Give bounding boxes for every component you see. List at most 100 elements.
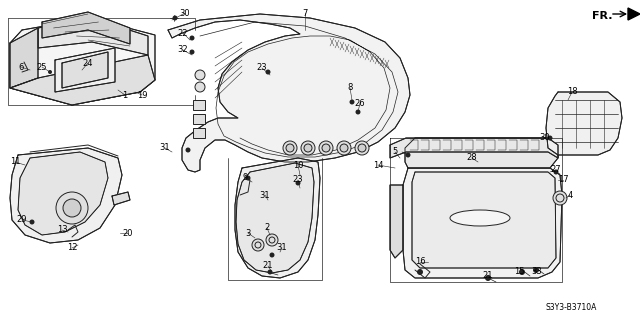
Circle shape bbox=[340, 144, 348, 152]
Text: 11: 11 bbox=[10, 158, 20, 167]
Circle shape bbox=[553, 191, 567, 205]
Polygon shape bbox=[235, 158, 320, 278]
Circle shape bbox=[406, 152, 410, 158]
Circle shape bbox=[554, 169, 559, 174]
Circle shape bbox=[355, 141, 369, 155]
Circle shape bbox=[269, 253, 275, 257]
Text: 3: 3 bbox=[245, 228, 251, 238]
Circle shape bbox=[48, 70, 52, 74]
Text: 25: 25 bbox=[36, 63, 47, 71]
Circle shape bbox=[358, 144, 366, 152]
Polygon shape bbox=[236, 163, 314, 273]
Polygon shape bbox=[10, 28, 38, 88]
Bar bbox=[193, 128, 205, 138]
Polygon shape bbox=[10, 148, 122, 243]
Circle shape bbox=[56, 192, 88, 224]
Polygon shape bbox=[42, 12, 130, 44]
Circle shape bbox=[246, 175, 250, 181]
Text: 7: 7 bbox=[302, 9, 308, 18]
Text: FR.: FR. bbox=[592, 11, 612, 21]
Circle shape bbox=[322, 144, 330, 152]
Bar bbox=[193, 114, 205, 124]
Text: 5: 5 bbox=[392, 147, 397, 157]
Circle shape bbox=[349, 100, 355, 105]
Circle shape bbox=[189, 35, 195, 41]
Text: 33: 33 bbox=[532, 268, 542, 277]
Text: 12: 12 bbox=[67, 243, 77, 253]
Ellipse shape bbox=[450, 210, 510, 226]
Circle shape bbox=[283, 141, 297, 155]
Circle shape bbox=[355, 109, 360, 115]
Polygon shape bbox=[405, 138, 558, 168]
Text: 21: 21 bbox=[263, 262, 273, 271]
Circle shape bbox=[29, 219, 35, 225]
Text: 28: 28 bbox=[467, 153, 477, 162]
Text: 9: 9 bbox=[243, 174, 248, 182]
Text: 32: 32 bbox=[178, 46, 188, 55]
Text: 15: 15 bbox=[514, 268, 524, 277]
Polygon shape bbox=[403, 168, 562, 278]
Circle shape bbox=[337, 141, 351, 155]
Polygon shape bbox=[38, 18, 148, 55]
Text: 14: 14 bbox=[372, 160, 383, 169]
Text: 8: 8 bbox=[348, 84, 353, 93]
Text: 31: 31 bbox=[160, 144, 170, 152]
Text: 10: 10 bbox=[292, 160, 303, 169]
Text: 22: 22 bbox=[178, 28, 188, 38]
Text: 31: 31 bbox=[260, 190, 270, 199]
Text: 16: 16 bbox=[415, 257, 426, 266]
Circle shape bbox=[519, 269, 525, 275]
Text: 26: 26 bbox=[355, 99, 365, 108]
Text: 2: 2 bbox=[264, 224, 269, 233]
Text: 18: 18 bbox=[566, 87, 577, 97]
Text: 23: 23 bbox=[257, 63, 268, 72]
Polygon shape bbox=[546, 92, 622, 155]
Circle shape bbox=[417, 269, 423, 275]
Polygon shape bbox=[55, 48, 115, 92]
Circle shape bbox=[301, 141, 315, 155]
Polygon shape bbox=[168, 14, 410, 172]
Polygon shape bbox=[112, 192, 130, 205]
Text: 17: 17 bbox=[557, 175, 568, 184]
Text: 21: 21 bbox=[483, 271, 493, 279]
Circle shape bbox=[286, 144, 294, 152]
Text: 19: 19 bbox=[137, 91, 147, 100]
Circle shape bbox=[266, 234, 278, 246]
Polygon shape bbox=[412, 172, 556, 268]
Circle shape bbox=[63, 199, 81, 217]
Circle shape bbox=[296, 181, 301, 186]
Circle shape bbox=[319, 141, 333, 155]
Text: 13: 13 bbox=[57, 226, 67, 234]
Circle shape bbox=[547, 136, 552, 140]
Text: 1: 1 bbox=[122, 91, 127, 100]
Polygon shape bbox=[10, 55, 155, 105]
Text: 30: 30 bbox=[180, 9, 190, 18]
Text: 24: 24 bbox=[83, 58, 93, 68]
Polygon shape bbox=[628, 8, 640, 20]
Text: 4: 4 bbox=[568, 190, 573, 199]
Polygon shape bbox=[10, 18, 155, 105]
Text: 29: 29 bbox=[17, 216, 28, 225]
Text: S3Y3-B3710A: S3Y3-B3710A bbox=[545, 303, 596, 313]
Polygon shape bbox=[390, 138, 558, 158]
Text: 30: 30 bbox=[540, 133, 550, 143]
Text: 27: 27 bbox=[550, 166, 561, 174]
Circle shape bbox=[268, 270, 273, 275]
Circle shape bbox=[189, 49, 195, 55]
Text: 20: 20 bbox=[123, 228, 133, 238]
Circle shape bbox=[533, 267, 539, 273]
Circle shape bbox=[252, 239, 264, 251]
Circle shape bbox=[266, 70, 271, 75]
Circle shape bbox=[195, 82, 205, 92]
Circle shape bbox=[173, 16, 177, 20]
Polygon shape bbox=[62, 52, 108, 88]
Circle shape bbox=[304, 144, 312, 152]
Circle shape bbox=[186, 147, 191, 152]
Polygon shape bbox=[18, 152, 108, 235]
Text: 6: 6 bbox=[19, 63, 24, 71]
Text: 23: 23 bbox=[292, 175, 303, 184]
Text: 31: 31 bbox=[276, 243, 287, 253]
Bar bbox=[193, 100, 205, 110]
Circle shape bbox=[195, 70, 205, 80]
Polygon shape bbox=[390, 185, 403, 258]
